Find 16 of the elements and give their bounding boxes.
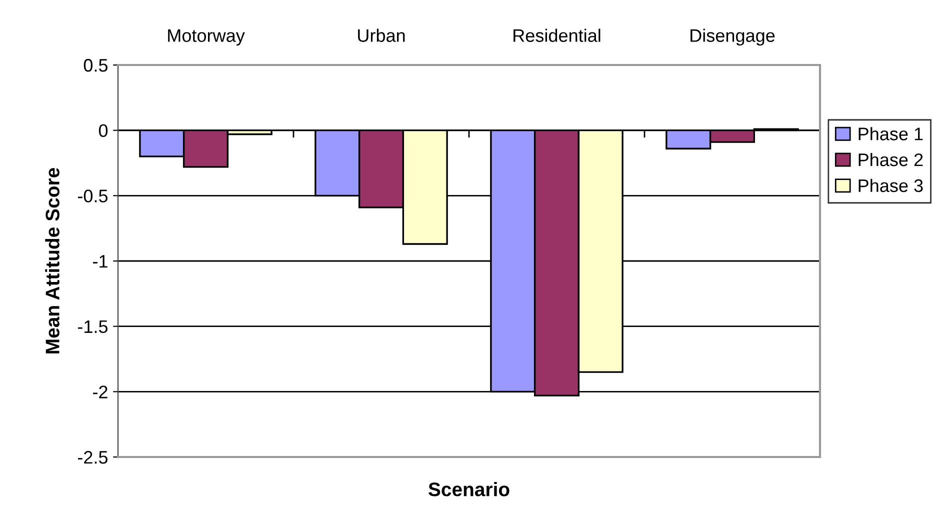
legend-label: Phase 2	[858, 152, 923, 166]
y-tick-label: -0.5	[78, 190, 108, 202]
y-tick-label: 0.5	[84, 58, 108, 72]
y-tick-label: -1.5	[78, 320, 108, 334]
y-tick-label: -1	[93, 255, 108, 268]
y-tick-label: -2.5	[78, 450, 108, 464]
x-tick-label: Disengage	[690, 28, 775, 46]
x-tick-label: Urban	[358, 28, 405, 42]
x-tick-label: Residential	[514, 28, 600, 42]
legend-label: Phase 1	[858, 127, 923, 140]
y-axis-title: Mean Attitude Score	[45, 168, 60, 354]
x-axis-title: Scenario	[428, 482, 510, 496]
y-tick-label: 0	[98, 124, 108, 138]
legend-label: Phase 3	[858, 178, 923, 192]
y-tick-label: -2	[93, 386, 108, 398]
x-tick-label: Motorway	[168, 29, 245, 46]
